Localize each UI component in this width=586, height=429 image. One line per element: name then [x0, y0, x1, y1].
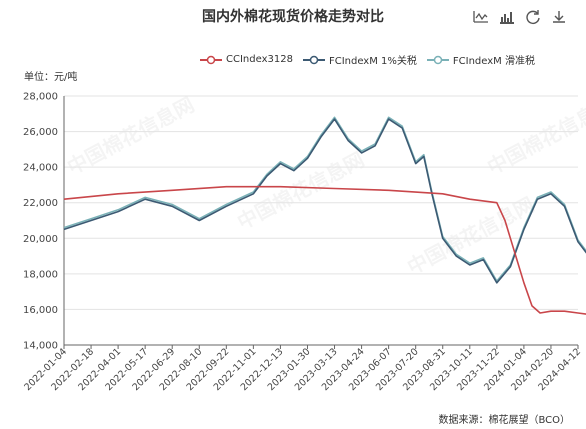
y-tick-label: 26,000: [23, 127, 58, 138]
legend-label-fc1: FCIndexM 1%关税: [328, 56, 417, 67]
legend-item-fcs[interactable]: FCIndexM 滑准税: [426, 52, 535, 67]
series-line-fcs: [63, 116, 586, 282]
series-line-cc: [63, 185, 586, 315]
y-tick-label: 28,000: [23, 92, 58, 103]
data-source: 数据来源：棉花展望（BCO）: [438, 415, 570, 426]
chart-legend: CCIndex3128 FCIndexM 1%关税 FCIndexM 滑准税: [200, 52, 535, 67]
y-tick-label: 20,000: [23, 234, 58, 245]
y-tick-label: 24,000: [23, 163, 58, 174]
bar-switch-icon[interactable]: [498, 8, 515, 25]
y-tick-label: 16,000: [23, 305, 58, 316]
series-line-fc1: [63, 118, 586, 284]
save-icon[interactable]: [550, 8, 567, 25]
y-tick-label: 18,000: [23, 269, 58, 280]
legend-item-cc[interactable]: CCIndex3128: [200, 52, 293, 67]
chart-title: 国内外棉花现货价格走势对比: [202, 9, 384, 25]
y-unit-label: 单位：元/吨: [24, 72, 78, 83]
restore-icon[interactable]: [524, 8, 541, 25]
legend-label-fcs: FCIndexM 滑准税: [452, 56, 535, 67]
chart-toolbox: [472, 8, 567, 25]
legend-item-fc1[interactable]: FCIndexM 1%关税: [302, 52, 417, 67]
legend-label-cc: CCIndex3128: [226, 54, 293, 65]
y-tick-label: 14,000: [23, 341, 58, 352]
line-switch-icon[interactable]: [472, 8, 489, 25]
y-tick-label: 22,000: [23, 198, 58, 209]
